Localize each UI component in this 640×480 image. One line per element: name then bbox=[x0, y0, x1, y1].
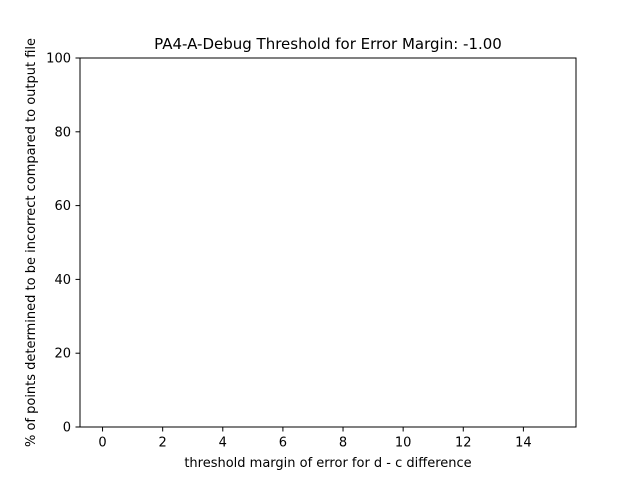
x-tick-label: 0 bbox=[98, 436, 106, 451]
y-tick-label: 20 bbox=[54, 347, 71, 362]
y-tick-label: 60 bbox=[54, 199, 71, 214]
chart-title: PA4-A-Debug Threshold for Error Margin: … bbox=[154, 35, 502, 53]
x-tick-label: 2 bbox=[159, 436, 167, 451]
x-tick-label: 14 bbox=[515, 436, 532, 451]
x-axis-label: threshold margin of error for d - c diff… bbox=[184, 456, 471, 471]
x-axis: 0 2 4 6 8 10 12 14 bbox=[98, 427, 532, 451]
y-axis-label: % of points determined to be incorrect c… bbox=[24, 38, 39, 447]
y-tick-label: 100 bbox=[46, 52, 71, 67]
plot-frame bbox=[79, 57, 577, 428]
x-tick-label: 8 bbox=[339, 436, 347, 451]
y-tick-label: 0 bbox=[63, 421, 71, 436]
y-tick-label: 40 bbox=[54, 273, 71, 288]
y-axis: 0 20 40 60 80 100 bbox=[46, 52, 80, 436]
x-tick-label: 4 bbox=[219, 436, 227, 451]
y-tick-label: 80 bbox=[54, 125, 71, 140]
x-tick-label: 10 bbox=[395, 436, 412, 451]
x-tick-label: 6 bbox=[279, 436, 287, 451]
x-tick-label: 12 bbox=[455, 436, 472, 451]
